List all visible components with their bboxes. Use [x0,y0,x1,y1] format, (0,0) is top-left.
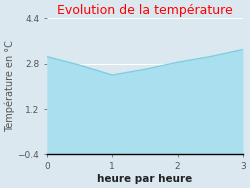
Title: Evolution de la température: Evolution de la température [57,4,233,17]
X-axis label: heure par heure: heure par heure [97,174,192,184]
Y-axis label: Température en °C: Température en °C [4,40,15,132]
